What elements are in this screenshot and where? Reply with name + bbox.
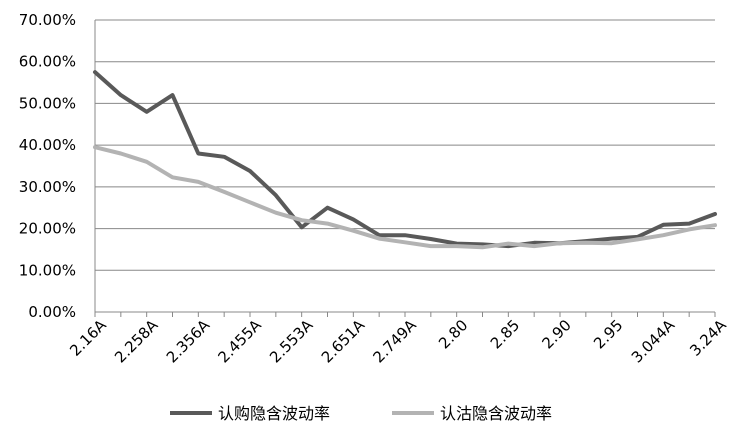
y-tick-label: 0.00% bbox=[28, 303, 76, 321]
series-lines bbox=[93, 70, 717, 250]
x-tick-label: 3.24A bbox=[686, 316, 730, 360]
data-point bbox=[119, 151, 123, 155]
data-point bbox=[93, 70, 97, 74]
data-point bbox=[248, 169, 252, 173]
x-tick-label: 2.95 bbox=[590, 316, 626, 352]
data-point bbox=[326, 206, 329, 210]
data-point bbox=[326, 222, 329, 226]
x-tick-label: 2.80 bbox=[435, 316, 471, 352]
data-point bbox=[93, 145, 97, 149]
data-point bbox=[429, 244, 433, 248]
y-tick-label: 30.00% bbox=[19, 178, 76, 196]
x-tick-label: 2.749A bbox=[369, 316, 420, 367]
legend-label-0: 认购隐含波动率 bbox=[218, 404, 330, 423]
data-point bbox=[429, 237, 433, 241]
data-point bbox=[403, 240, 407, 244]
data-point bbox=[532, 244, 536, 248]
data-point bbox=[377, 237, 381, 241]
y-tick-label: 60.00% bbox=[19, 53, 76, 71]
data-point bbox=[713, 212, 717, 216]
x-tick-label: 2.16A bbox=[66, 316, 110, 360]
data-point bbox=[351, 217, 355, 221]
x-tick-label: 2.553A bbox=[266, 316, 317, 367]
series-line-1 bbox=[93, 145, 717, 250]
x-tick-label: 2.356A bbox=[163, 316, 214, 367]
data-point bbox=[145, 160, 149, 164]
data-point bbox=[636, 237, 639, 241]
x-tick-label: 2.651A bbox=[318, 316, 369, 367]
data-point bbox=[196, 151, 200, 155]
data-point bbox=[171, 175, 174, 179]
data-point bbox=[687, 227, 691, 231]
data-point bbox=[661, 223, 665, 227]
data-point bbox=[171, 93, 174, 97]
y-tick-label: 40.00% bbox=[19, 136, 76, 154]
data-point bbox=[300, 218, 304, 222]
data-point bbox=[558, 241, 562, 245]
data-point bbox=[610, 237, 614, 241]
y-tick-label: 70.00% bbox=[19, 11, 76, 29]
x-axis-ticks: 2.16A 2.258A 2.356A 2.455A 2.553A 2.651A 2.749… bbox=[66, 312, 730, 366]
y-tick-label: 50.00% bbox=[19, 94, 76, 112]
data-point bbox=[713, 223, 717, 227]
data-point bbox=[377, 233, 381, 237]
data-point bbox=[222, 155, 226, 159]
legend: 认购隐含波动率 认沽隐含波动率 bbox=[170, 404, 552, 423]
gridlines bbox=[94, 19, 715, 313]
data-point bbox=[687, 222, 691, 226]
data-point bbox=[661, 233, 665, 237]
x-tick-label: 2.258A bbox=[111, 316, 162, 367]
legend-label-1: 认沽隐含波动率 bbox=[440, 404, 552, 423]
data-point bbox=[610, 241, 614, 245]
data-point bbox=[506, 242, 510, 246]
data-point bbox=[455, 244, 459, 248]
data-point bbox=[248, 200, 252, 204]
y-tick-label: 10.00% bbox=[19, 261, 76, 279]
series-line-0 bbox=[93, 70, 717, 249]
data-point bbox=[351, 229, 355, 233]
data-point bbox=[481, 245, 484, 249]
data-point bbox=[196, 180, 200, 184]
y-axis-ticks: 0.00% 10.00% 20.00% 30.00% 40.00% 50.00% 60.00… bbox=[19, 11, 76, 321]
data-point bbox=[145, 110, 149, 114]
data-point bbox=[584, 241, 588, 245]
x-tick-label: 2.455A bbox=[214, 316, 265, 367]
data-point bbox=[300, 225, 304, 229]
x-tick-label: 2.90 bbox=[538, 316, 574, 352]
data-point bbox=[532, 241, 536, 245]
y-tick-label: 20.00% bbox=[19, 220, 76, 238]
data-point bbox=[222, 190, 226, 194]
x-tick-label: 2.85 bbox=[487, 316, 523, 352]
data-point bbox=[274, 193, 278, 197]
x-tick-label: 3.044A bbox=[628, 316, 679, 367]
data-point bbox=[119, 93, 123, 97]
data-point bbox=[274, 211, 278, 215]
data-point bbox=[403, 233, 407, 237]
